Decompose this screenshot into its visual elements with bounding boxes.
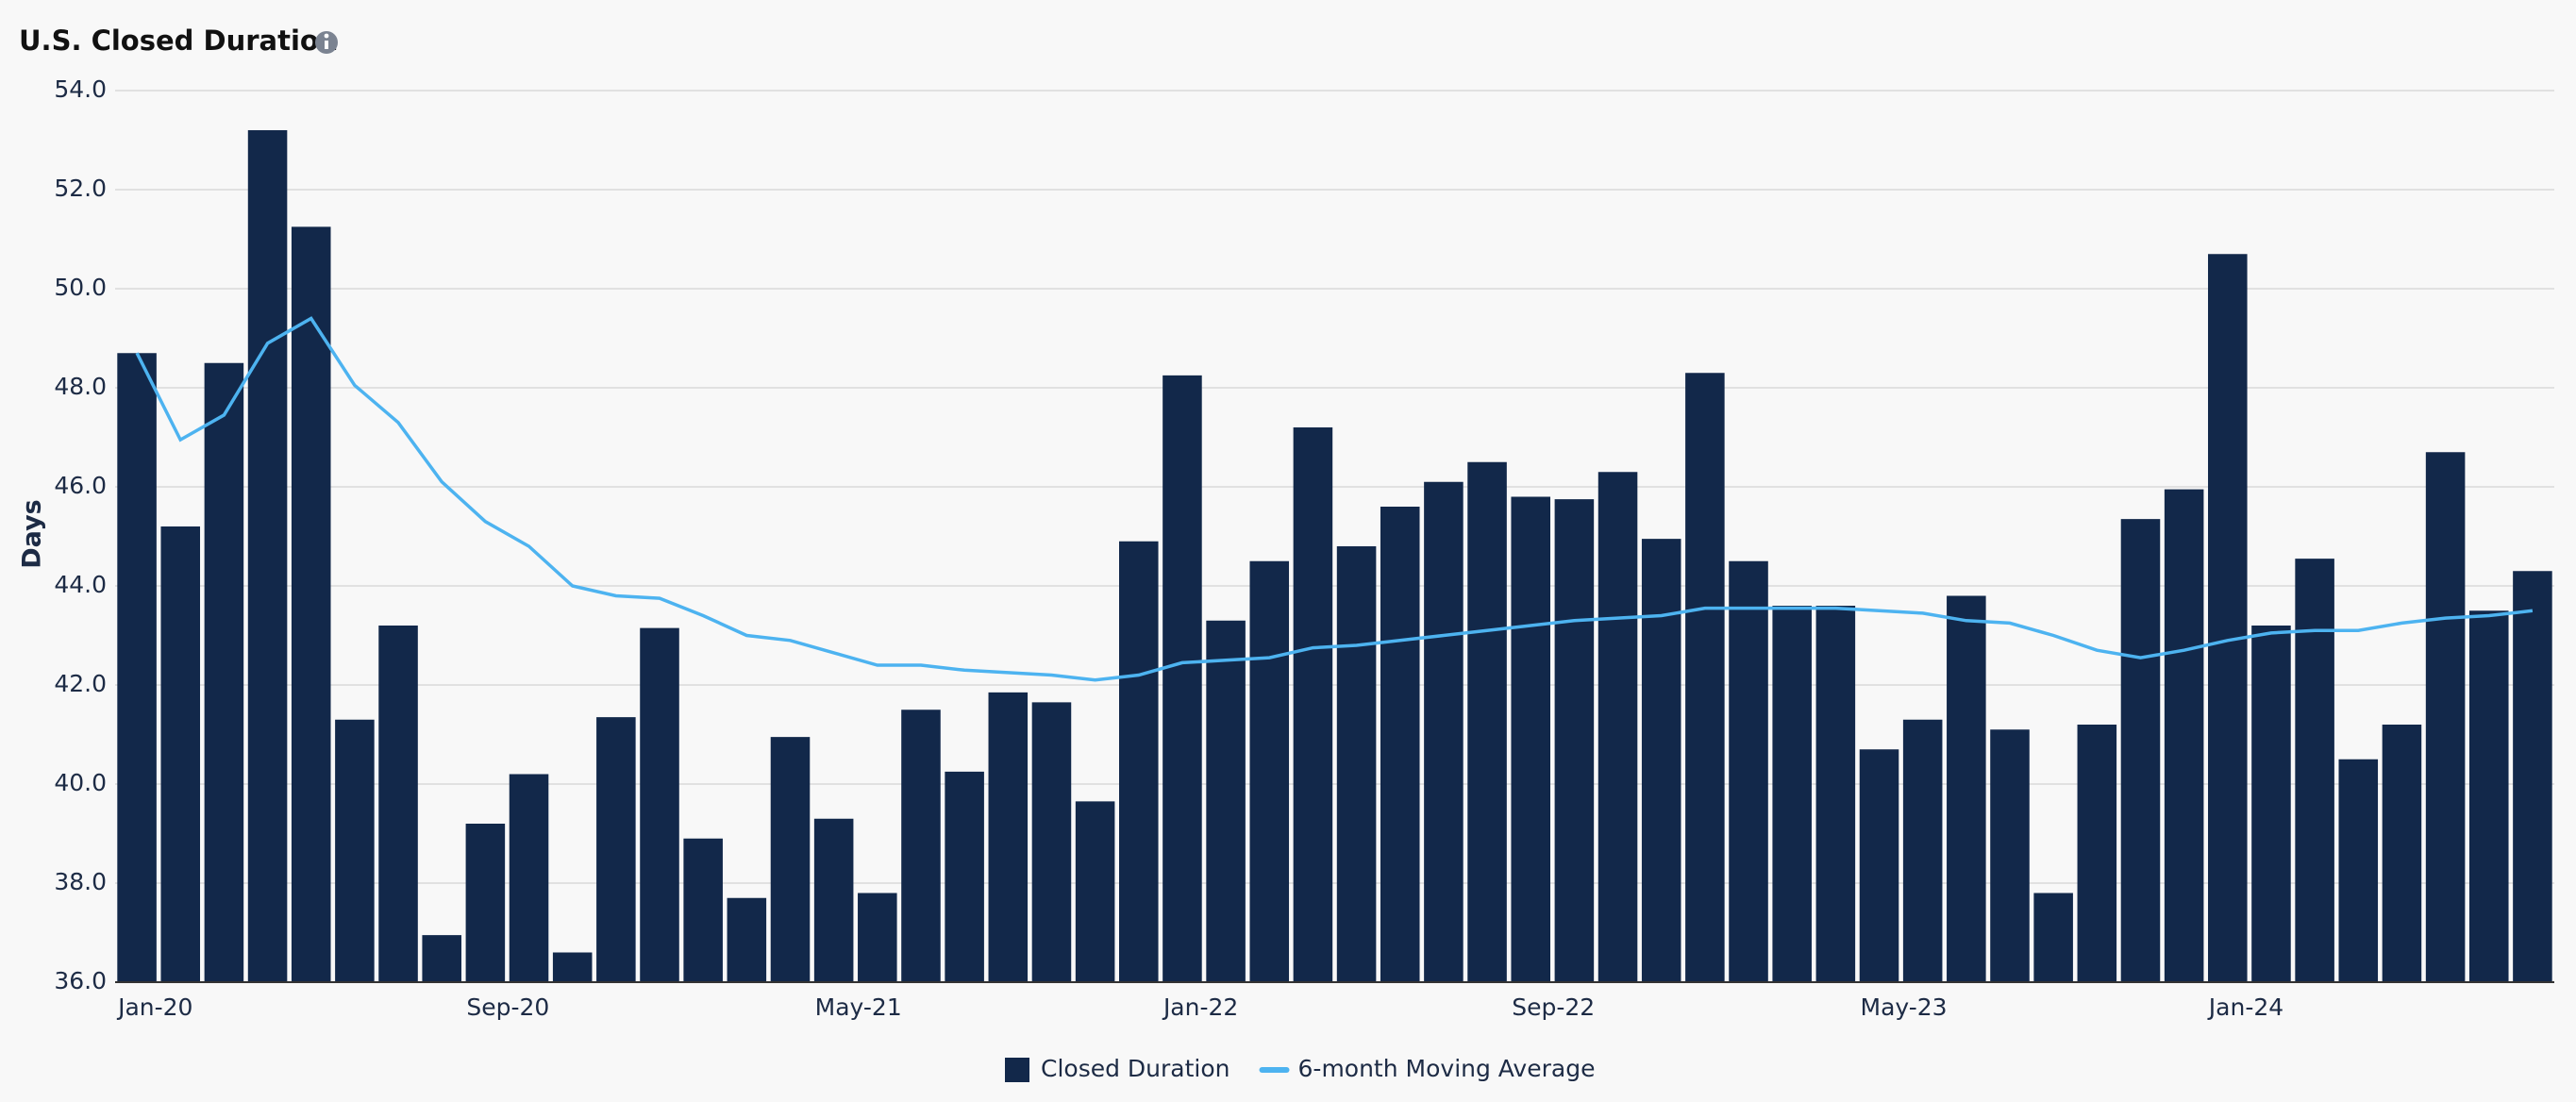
bar (1031, 702, 1072, 982)
bar (1206, 620, 1246, 982)
y-tick-label: 38.0 (54, 868, 107, 895)
bar (1947, 595, 1986, 982)
bar (770, 737, 811, 982)
bar (1902, 719, 1943, 982)
bar (2513, 571, 2552, 982)
bar (2382, 725, 2422, 982)
y-tick-label: 36.0 (54, 967, 107, 994)
bar (2338, 759, 2379, 982)
bar (2077, 725, 2117, 982)
bar (1859, 749, 1899, 982)
x-tick-label: Jan-20 (116, 993, 192, 1021)
bar (1597, 472, 1638, 982)
x-tick-label: May-23 (1861, 993, 1948, 1021)
y-tick-label: 48.0 (54, 373, 107, 400)
bar (727, 897, 767, 982)
bar (2164, 489, 2204, 982)
bar (901, 710, 941, 982)
legend-label: Closed Duration (1041, 1055, 1230, 1082)
bar (2295, 559, 2334, 982)
x-tick-label: Jan-24 (2207, 993, 2283, 1021)
y-tick-label: 54.0 (54, 75, 107, 103)
bar (1075, 801, 1115, 982)
bar (596, 717, 636, 982)
info-stem[interactable] (325, 41, 328, 49)
bar (422, 935, 461, 982)
y-axis-label: Days (18, 499, 47, 568)
bar (1424, 481, 1464, 982)
x-tick-label: Sep-20 (466, 993, 549, 1021)
bar (640, 627, 679, 982)
info-icon[interactable] (315, 31, 338, 54)
bar (2120, 519, 2161, 982)
bar (1641, 539, 1681, 982)
bar (1815, 606, 1856, 982)
bar (1511, 496, 1550, 982)
x-tick-label: Jan-22 (1162, 993, 1238, 1021)
bar (509, 774, 549, 982)
bar (1467, 461, 1507, 982)
bar (1249, 560, 1290, 982)
bar (858, 893, 897, 982)
bar (1119, 541, 1159, 982)
bar (1685, 373, 1725, 982)
bar (2208, 254, 2248, 982)
bar (160, 526, 201, 982)
bar (117, 353, 157, 982)
bar (2468, 610, 2509, 982)
legend-label: 6-month Moving Average (1298, 1055, 1596, 1082)
bar (813, 818, 854, 982)
bar (552, 952, 593, 982)
bar (683, 838, 723, 982)
bar (1729, 560, 1768, 982)
y-tick-label: 40.0 (54, 769, 107, 796)
bar (465, 824, 506, 982)
bar (378, 626, 418, 982)
x-tick-label: May-21 (815, 993, 902, 1021)
bar (2425, 452, 2466, 982)
chart-title: U.S. Closed Duration (19, 25, 338, 57)
bar (1554, 499, 1595, 982)
y-tick-label: 44.0 (54, 571, 107, 598)
bar (247, 130, 288, 982)
y-tick-label: 46.0 (54, 472, 107, 499)
y-tick-label: 50.0 (54, 274, 107, 301)
bar (1293, 427, 1333, 982)
bar (1380, 507, 1420, 982)
y-tick-label: 52.0 (54, 175, 107, 202)
bar (335, 719, 375, 982)
legend-swatch (1005, 1058, 1029, 1082)
bar (1336, 546, 1377, 982)
info-dot[interactable] (324, 33, 329, 39)
bar (2251, 626, 2291, 982)
y-tick-label: 42.0 (54, 670, 107, 697)
x-tick-label: Sep-22 (1512, 993, 1595, 1021)
bar (945, 771, 984, 982)
moving-average-line (135, 316, 2534, 682)
bar (2033, 893, 2073, 982)
bar (1772, 606, 1812, 982)
bar (204, 362, 244, 982)
bar (1163, 375, 1202, 982)
bar (291, 226, 331, 982)
bar (1990, 729, 2030, 982)
bar (988, 692, 1029, 982)
